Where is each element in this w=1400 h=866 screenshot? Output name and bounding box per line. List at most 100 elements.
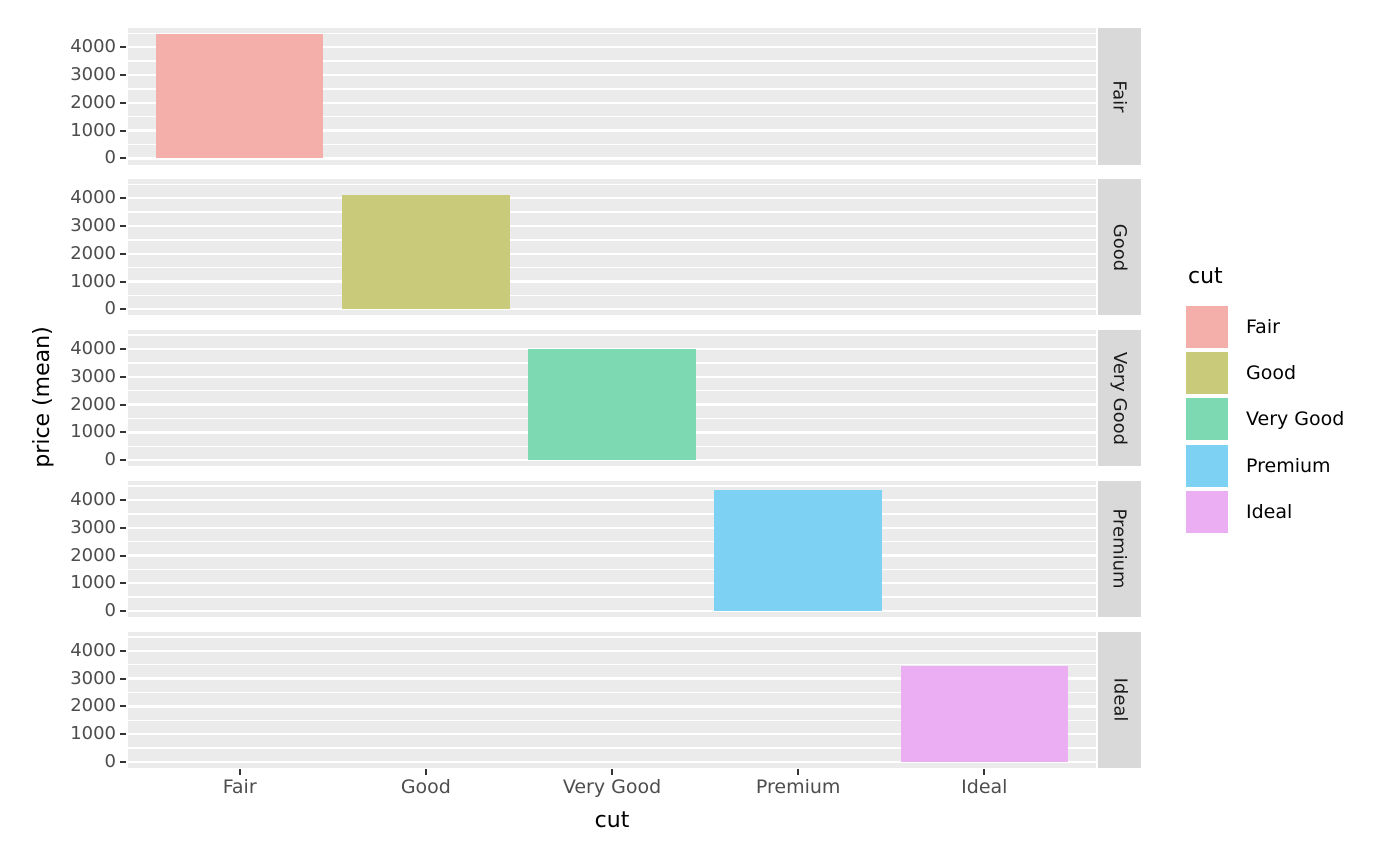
y-gridline-major xyxy=(128,554,1096,557)
y-gridline-minor xyxy=(128,596,1096,598)
bar-very-good xyxy=(528,349,696,461)
y-axis-tick-label: 2000 xyxy=(70,242,116,264)
legend-label-fair: Fair xyxy=(1246,316,1280,338)
y-axis-tick-label: 4000 xyxy=(70,338,116,360)
y-gridline-major xyxy=(128,677,1096,680)
y-gridline-major xyxy=(128,526,1096,529)
y-axis-tick-label: 4000 xyxy=(70,187,116,209)
facet-strip-label: Good xyxy=(1109,223,1130,271)
y-axis-tick xyxy=(120,46,126,49)
y-axis-tick-label: 3000 xyxy=(70,516,116,538)
y-gridline-minor xyxy=(128,691,1096,694)
y-axis-tick-label: 0 xyxy=(104,147,116,169)
bar-ideal xyxy=(900,665,1069,762)
legend-key-good xyxy=(1186,352,1228,395)
y-axis-tick xyxy=(120,649,126,652)
x-axis-tick xyxy=(797,768,800,775)
y-gridline-minor xyxy=(128,664,1096,666)
y-gridline-major xyxy=(128,458,1096,462)
x-axis-tick-label-very-good: Very Good xyxy=(562,776,662,798)
x-axis-tick xyxy=(611,768,613,775)
y-axis-tick-label: 4000 xyxy=(70,36,116,58)
y-axis-tick-label: 0 xyxy=(104,600,116,622)
y-axis-tick-label: 3000 xyxy=(70,365,116,387)
x-axis-tick xyxy=(424,768,427,775)
y-axis-tick xyxy=(120,554,126,557)
y-axis-tick-label: 2000 xyxy=(70,91,116,113)
y-axis-tick xyxy=(120,375,126,378)
y-axis-tick xyxy=(120,252,126,255)
y-gridline-minor xyxy=(128,636,1096,638)
facet-panel-very-good xyxy=(128,329,1096,467)
y-gridline-minor xyxy=(128,211,1096,213)
y-axis-tick xyxy=(120,760,126,763)
y-gridline-major xyxy=(128,582,1096,585)
y-axis-tick xyxy=(120,224,126,227)
bar-fair xyxy=(155,34,324,159)
y-gridline-major xyxy=(128,609,1096,613)
y-gridline-minor xyxy=(128,485,1096,487)
bar-premium xyxy=(714,489,882,612)
y-gridline-major xyxy=(128,308,1096,311)
y-axis-tick xyxy=(120,157,126,160)
y-axis-tick xyxy=(120,403,126,406)
y-axis-tick xyxy=(120,582,126,585)
y-axis-tick-label: 1000 xyxy=(70,119,116,141)
legend-key-very-good xyxy=(1186,398,1228,441)
x-axis-tick xyxy=(238,768,241,775)
y-gridline-minor xyxy=(128,116,1096,118)
y-gridline-minor xyxy=(128,719,1096,721)
y-axis-tick xyxy=(120,459,126,462)
y-axis-tick xyxy=(120,280,126,283)
y-gridline-major xyxy=(128,280,1096,283)
y-axis-tick-label: 3000 xyxy=(70,64,116,86)
x-axis-tick-label-premium: Premium xyxy=(755,776,841,798)
y-gridline-major xyxy=(128,649,1096,653)
legend-key-premium xyxy=(1186,444,1228,487)
y-gridline-minor xyxy=(128,334,1096,336)
y-axis-tick xyxy=(120,498,126,501)
facet-strip-label: Very Good xyxy=(1109,351,1131,445)
legend-key-ideal xyxy=(1186,490,1228,533)
y-gridline-major xyxy=(128,73,1096,77)
facet-strip-label: Ideal xyxy=(1109,677,1130,722)
facet-panel-good xyxy=(128,178,1096,316)
y-gridline-minor xyxy=(128,239,1096,241)
y-axis-tick-label: 1000 xyxy=(70,723,116,745)
y-axis-tick-label: 2000 xyxy=(70,544,116,566)
y-gridline-minor xyxy=(128,143,1096,146)
y-axis-tick-label: 2000 xyxy=(70,695,116,717)
facet-strip-ideal: Ideal xyxy=(1098,631,1141,769)
y-gridline-major xyxy=(128,157,1096,160)
y-axis-tick xyxy=(120,610,126,613)
y-axis-tick-label: 3000 xyxy=(70,667,116,689)
legend-key-fair xyxy=(1186,306,1228,348)
y-gridline-major xyxy=(128,347,1096,351)
y-gridline-minor xyxy=(128,88,1096,90)
y-axis-tick xyxy=(120,526,126,529)
y-gridline-major xyxy=(128,732,1096,736)
y-axis-tick xyxy=(120,74,126,77)
y-axis-tick-label: 4000 xyxy=(70,639,116,661)
y-axis-tick xyxy=(120,348,126,351)
x-axis-tick-label-fair: Fair xyxy=(222,776,257,798)
facet-panel-fair xyxy=(128,28,1096,165)
y-axis-tick-label: 2000 xyxy=(70,393,116,415)
y-gridline-major xyxy=(128,101,1096,105)
facet-strip-very-good: Very Good xyxy=(1098,329,1141,467)
y-gridline-minor xyxy=(128,60,1096,62)
y-axis-tick-label: 1000 xyxy=(70,270,116,292)
legend-label-premium: Premium xyxy=(1246,454,1331,477)
y-axis-tick xyxy=(120,101,126,104)
y-axis-tick-label: 3000 xyxy=(70,214,116,236)
y-axis-tick-label: 4000 xyxy=(70,488,116,510)
y-axis-tick xyxy=(120,431,126,434)
y-gridline-major xyxy=(128,705,1096,708)
y-axis-tick-label: 1000 xyxy=(70,572,116,594)
legend-label-good: Good xyxy=(1246,362,1297,385)
facet-strip-fair: Fair xyxy=(1098,28,1141,165)
y-gridline-major xyxy=(128,252,1096,255)
y-gridline-minor xyxy=(128,540,1096,543)
y-gridline-major xyxy=(128,196,1096,200)
